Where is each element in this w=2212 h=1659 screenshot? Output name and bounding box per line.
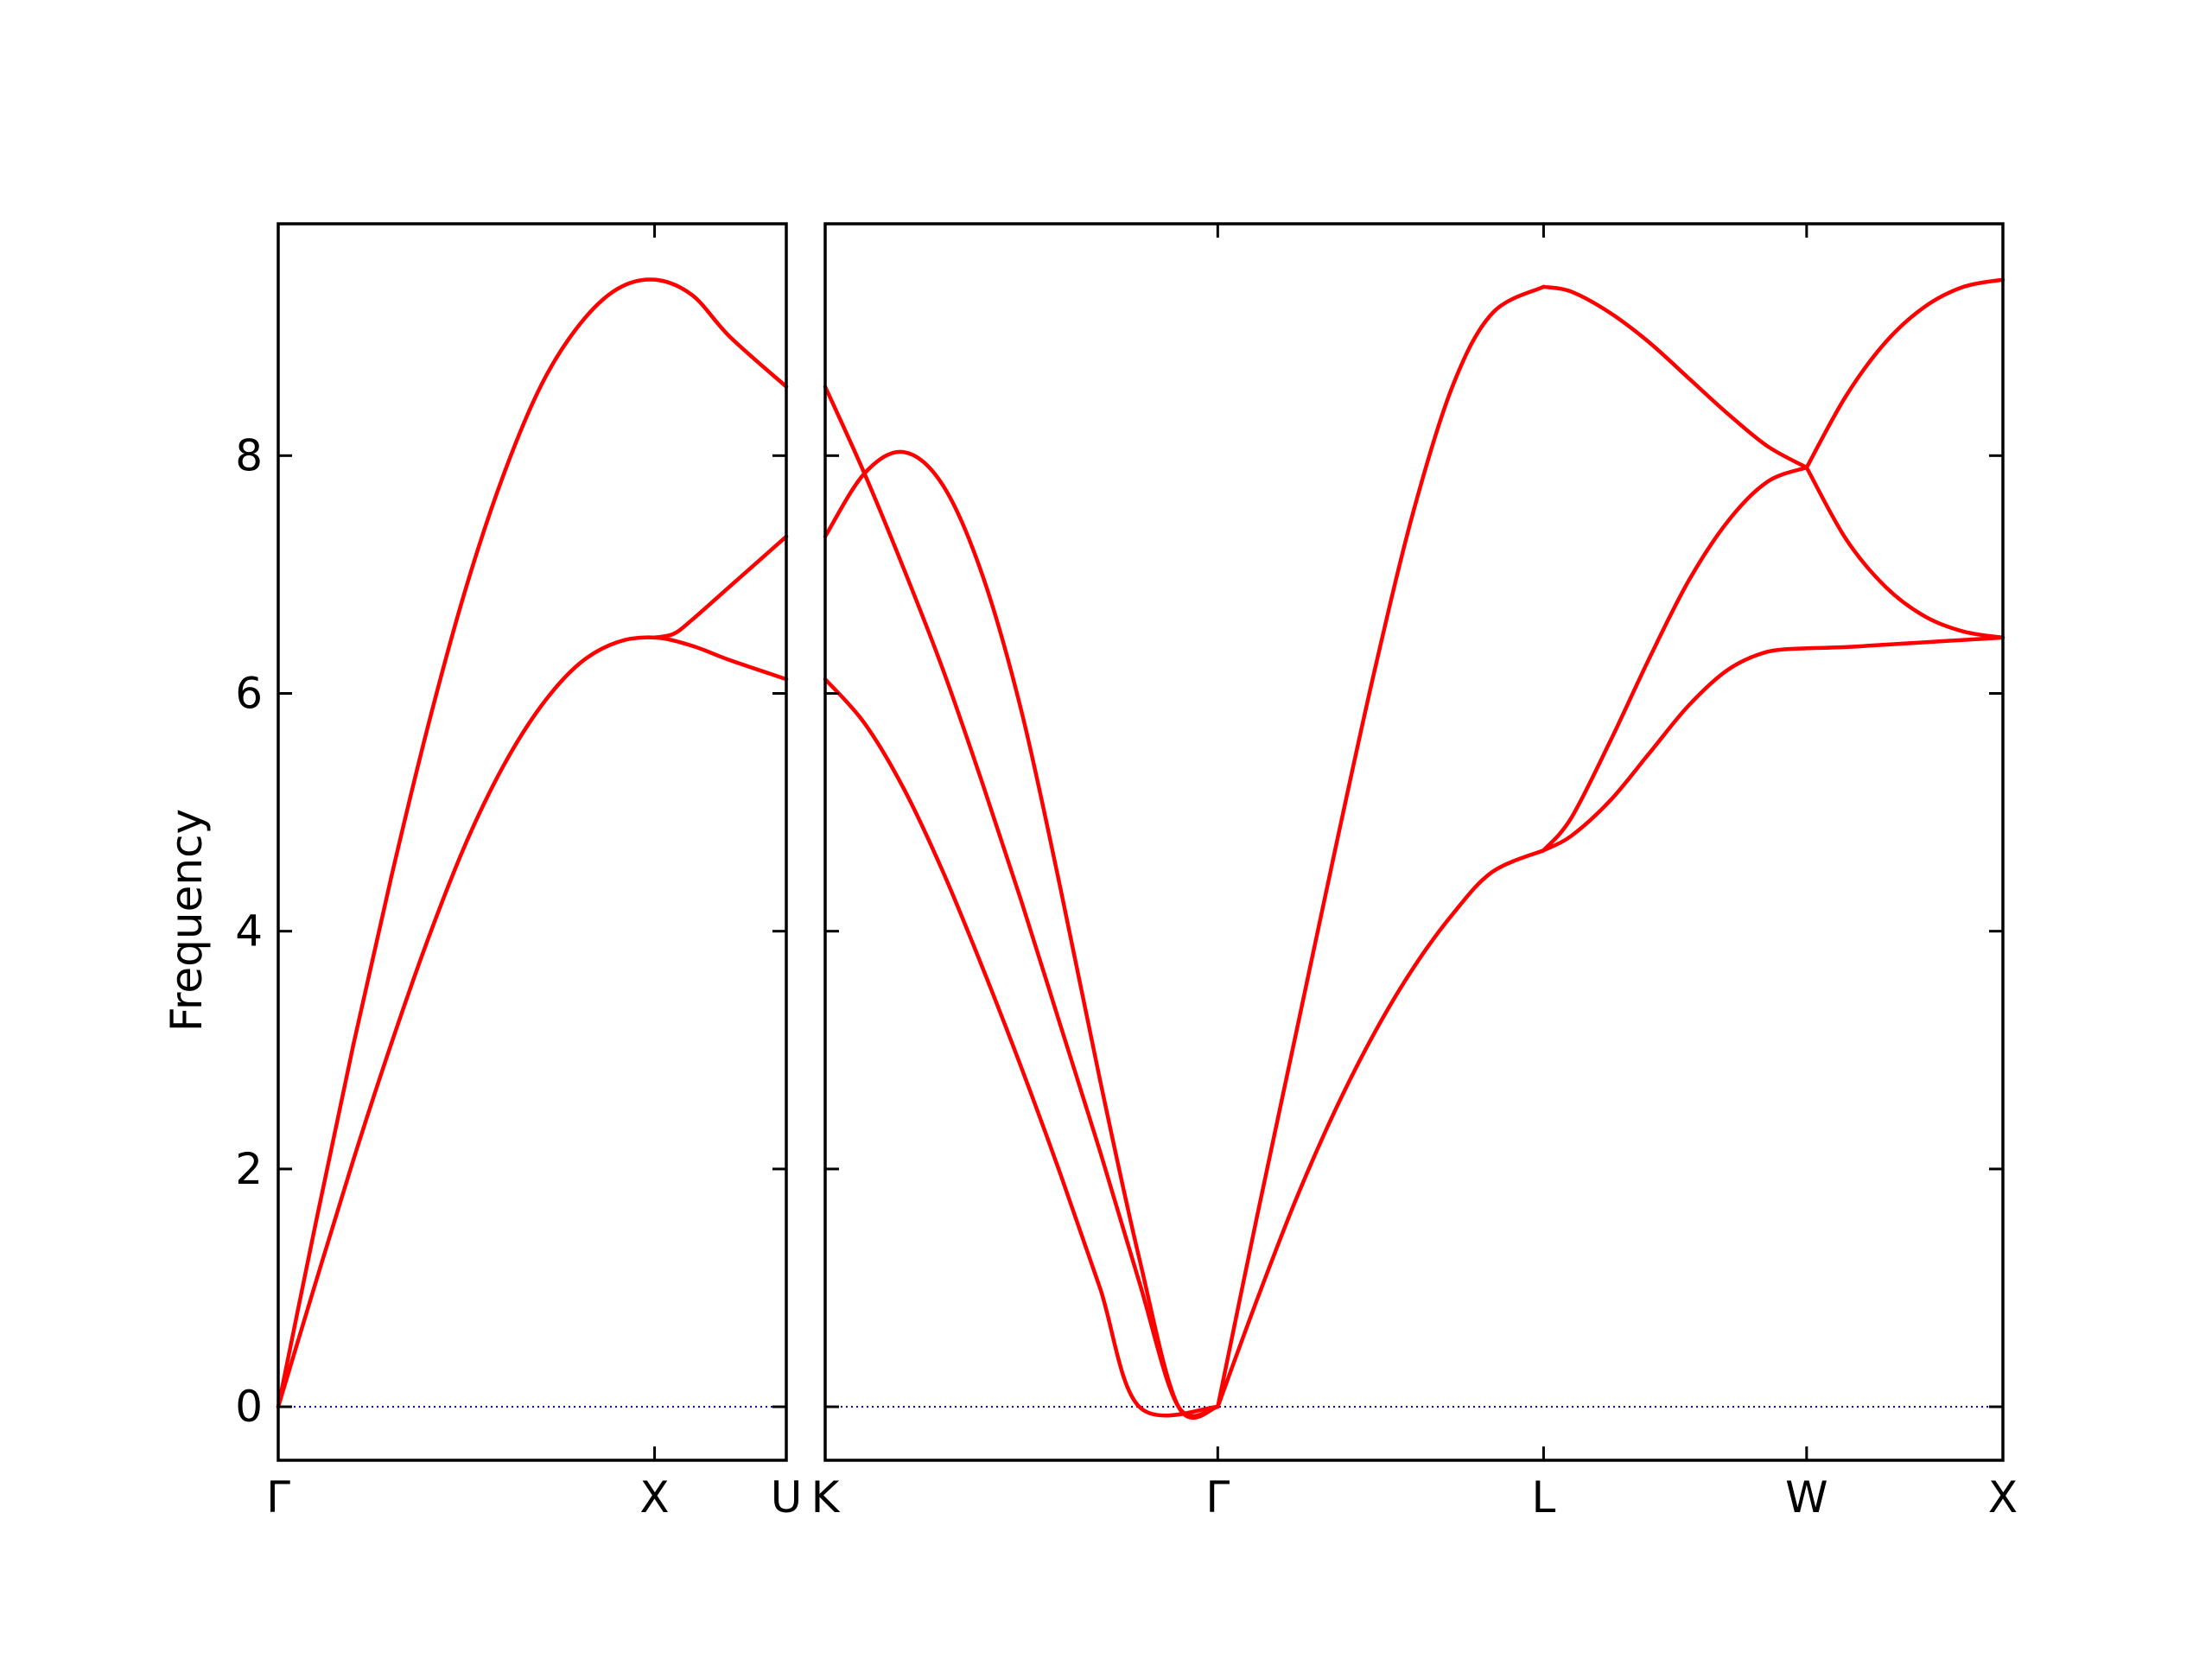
panel-frame bbox=[823, 222, 2005, 1462]
y-tick-label: 0 bbox=[235, 1382, 263, 1432]
band-L-W-lower bbox=[1541, 645, 1809, 853]
x-tick-label: W bbox=[1785, 1472, 1827, 1522]
band-G-L-transverse bbox=[1216, 848, 1546, 1409]
band-longitudinal bbox=[276, 277, 789, 1409]
band-W-X-middle bbox=[1804, 465, 2005, 640]
x-tick-label: K bbox=[811, 1472, 841, 1522]
y-axis-label: Frequency bbox=[162, 809, 212, 1032]
band-upper-branch bbox=[652, 534, 789, 640]
band-W-X-lower bbox=[1804, 635, 2005, 651]
x-tick-label: Γ bbox=[266, 1472, 290, 1522]
band-lines bbox=[823, 277, 2005, 1421]
band-L-W-upper bbox=[1541, 284, 1809, 470]
band-K-G-middle bbox=[823, 385, 1220, 1419]
x-tick-label: L bbox=[1532, 1472, 1556, 1522]
panel-frame bbox=[276, 222, 788, 1462]
x-tick-label: Γ bbox=[1205, 1472, 1230, 1522]
x-tick-label: X bbox=[1988, 1472, 2018, 1522]
band-K-G-upper bbox=[823, 449, 1220, 1421]
x-tick-label: X bbox=[639, 1472, 669, 1522]
band-L-W-middle bbox=[1541, 465, 1809, 853]
band-K-G-lower bbox=[823, 677, 1220, 1418]
band-transverse bbox=[276, 635, 789, 1409]
y-tick-label: 2 bbox=[235, 1144, 263, 1194]
band-lines bbox=[276, 277, 789, 1409]
band-G-L-longitudinal bbox=[1216, 284, 1546, 1409]
x-tick-label: U bbox=[771, 1472, 803, 1522]
y-tick-label: 6 bbox=[235, 669, 263, 719]
tick-marks bbox=[276, 224, 788, 1460]
band-W-X-upper bbox=[1804, 277, 2005, 470]
y-tick-labels: 0 2 4 6 8 bbox=[235, 430, 263, 1432]
y-tick-label: 8 bbox=[235, 430, 263, 480]
y-tick-label: 4 bbox=[235, 906, 263, 957]
